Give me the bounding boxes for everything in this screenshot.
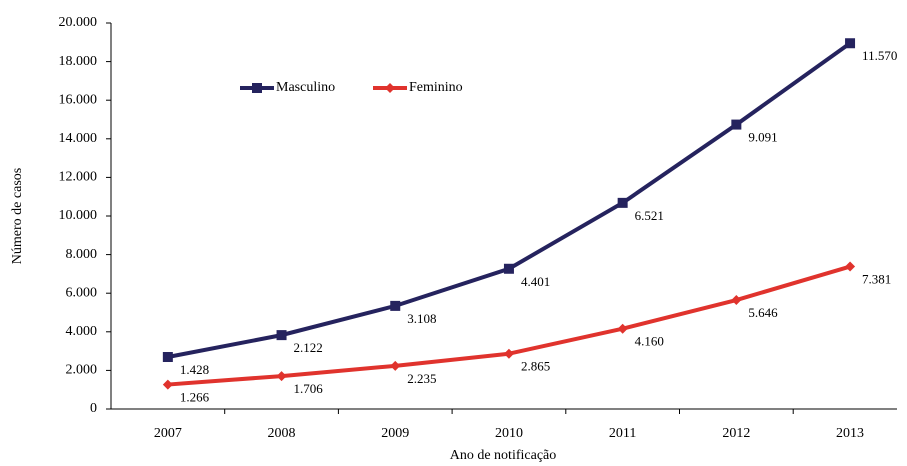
point-marker — [162, 379, 173, 390]
data-label: 1.266 — [180, 390, 210, 405]
y-tick-label: 8.000 — [66, 247, 98, 262]
y-tick-label: 18.000 — [59, 54, 98, 69]
data-label: 2.865 — [521, 359, 550, 374]
y-axis-title: Número de casos — [10, 168, 25, 264]
x-tick-label: 2011 — [609, 426, 636, 441]
x-tick-label: 2012 — [722, 426, 750, 441]
y-tick-label: 4.000 — [66, 324, 98, 339]
legend-marker — [252, 83, 262, 93]
legend-marker — [385, 83, 395, 93]
point-marker — [390, 300, 401, 311]
data-label: 1.428 — [180, 362, 209, 377]
data-label: 2.122 — [294, 340, 323, 355]
point-marker — [390, 360, 401, 371]
point-marker — [617, 323, 628, 334]
y-tick-label: 6.000 — [66, 285, 98, 300]
x-tick-label: 2009 — [381, 426, 409, 441]
y-tick-label: 20.000 — [59, 15, 98, 30]
x-tick-label: 2013 — [836, 426, 864, 441]
data-label: 4.401 — [521, 274, 550, 289]
point-marker — [731, 119, 742, 130]
point-marker — [845, 261, 856, 272]
data-label: 5.646 — [748, 305, 778, 320]
x-tick-label: 2008 — [268, 426, 296, 441]
data-label: 6.521 — [635, 208, 664, 223]
data-label: 9.091 — [748, 130, 777, 145]
point-marker — [276, 330, 287, 341]
y-tick-label: 14.000 — [59, 131, 98, 146]
x-tick-label: 2010 — [495, 426, 523, 441]
y-tick-label: 16.000 — [59, 92, 98, 107]
point-marker — [845, 38, 856, 49]
data-label: 4.160 — [635, 334, 664, 349]
point-marker — [503, 348, 514, 359]
y-tick-label: 10.000 — [59, 208, 98, 223]
data-label: 7.381 — [862, 272, 891, 287]
y-tick-label: 0 — [90, 401, 97, 416]
series-line — [167, 264, 851, 387]
x-tick-label: 2007 — [154, 426, 182, 441]
y-tick-label: 12.000 — [59, 170, 98, 185]
legend-label: Feminino — [409, 80, 463, 95]
legend-label: Masculino — [276, 80, 335, 95]
point-marker — [617, 197, 628, 208]
data-label: 11.570 — [862, 48, 897, 63]
y-tick-label: 2.000 — [66, 363, 98, 378]
point-marker — [731, 295, 742, 306]
x-axis-title: Ano de notificação — [450, 448, 557, 463]
point-marker — [503, 263, 514, 274]
data-label: 1.706 — [294, 381, 324, 396]
point-marker — [276, 371, 287, 382]
data-label: 3.108 — [407, 311, 436, 326]
point-marker — [162, 352, 173, 363]
data-label: 2.235 — [407, 371, 436, 386]
